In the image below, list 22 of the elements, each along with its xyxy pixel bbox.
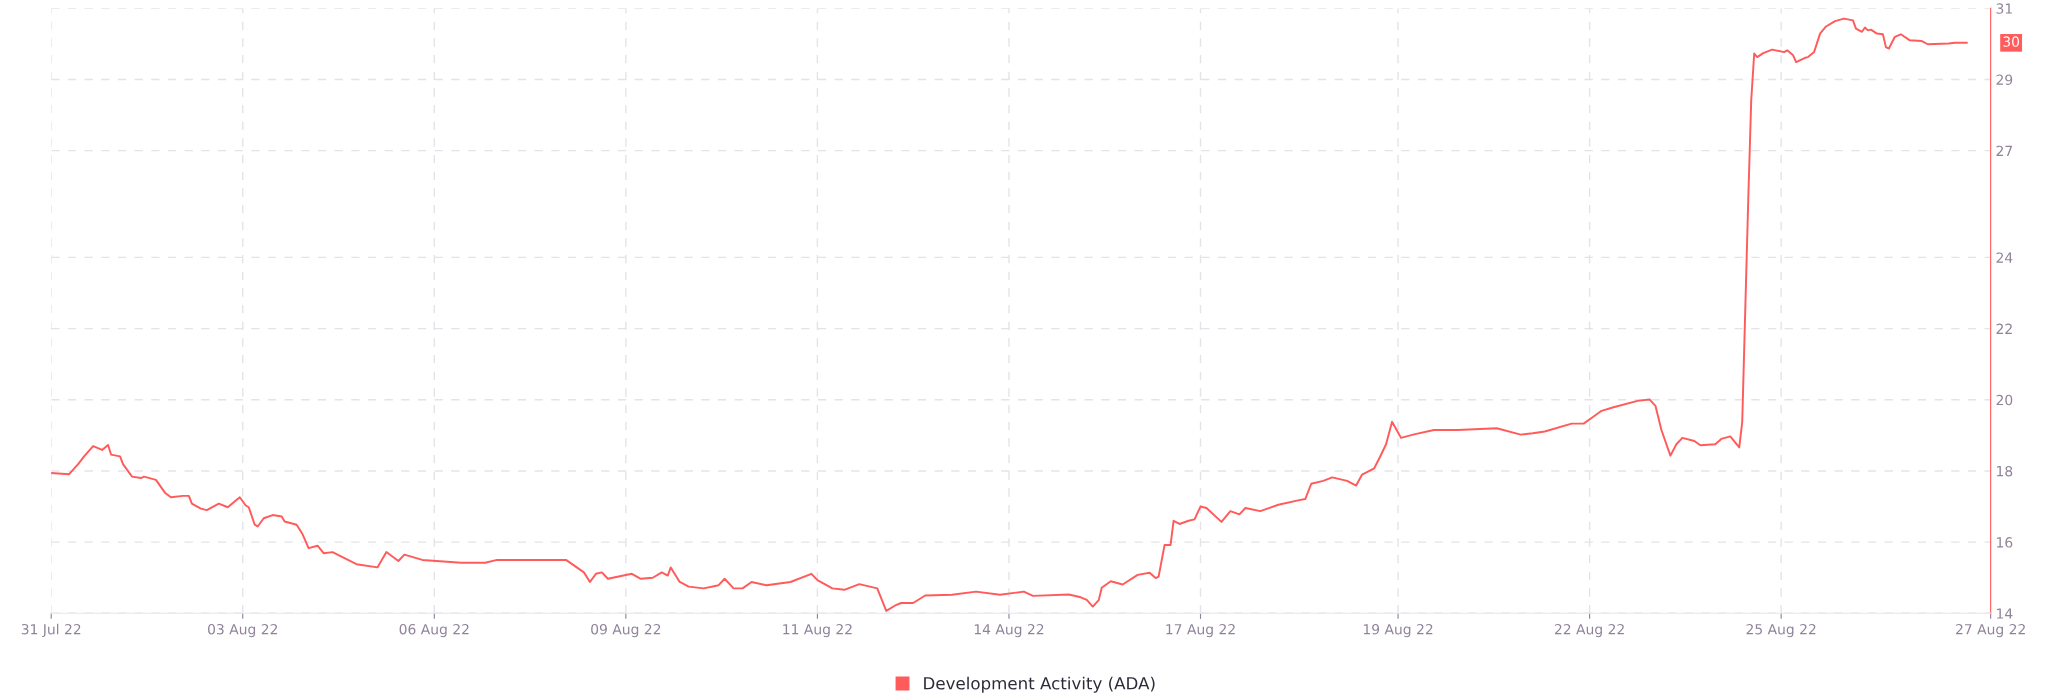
x-tick-label: 25 Aug 22 (1746, 623, 1816, 638)
y-tick-label: 27 (1996, 145, 2012, 156)
y-tick-label: 24 (1996, 252, 2013, 263)
y-tick-label: 14 (1997, 608, 2013, 619)
x-tick-label: 03 Aug 22 (208, 623, 278, 638)
x-tick-label: 06 Aug 22 (399, 623, 469, 638)
y-tick-label: 29 (1996, 74, 2013, 85)
y-tick-label: 16 (1997, 537, 2013, 548)
x-tick-label: 27 Aug 22 (1956, 623, 2025, 638)
legend-label: Development Activity (ADA) (924, 676, 1155, 693)
x-tick-label: 31 Jul 22 (21, 623, 81, 638)
x-tick-label: 19 Aug 22 (1363, 623, 1433, 638)
y-tick-label: 20 (1996, 394, 2013, 406)
x-tick-label: 22 Aug 22 (1554, 623, 1624, 638)
y-tick-label: 31 (1996, 3, 2012, 14)
x-tick-label: 09 Aug 22 (591, 623, 661, 638)
y-tick-label: 18 (1997, 465, 2013, 477)
x-tick-label: 11 Aug 22 (783, 623, 852, 638)
x-tick-label: 17 Aug 22 (1166, 623, 1235, 638)
x-tick-label: 14 Aug 22 (974, 623, 1044, 638)
y-tick-label: 22 (1996, 323, 2012, 334)
annotation: 30 (2003, 36, 2020, 47)
